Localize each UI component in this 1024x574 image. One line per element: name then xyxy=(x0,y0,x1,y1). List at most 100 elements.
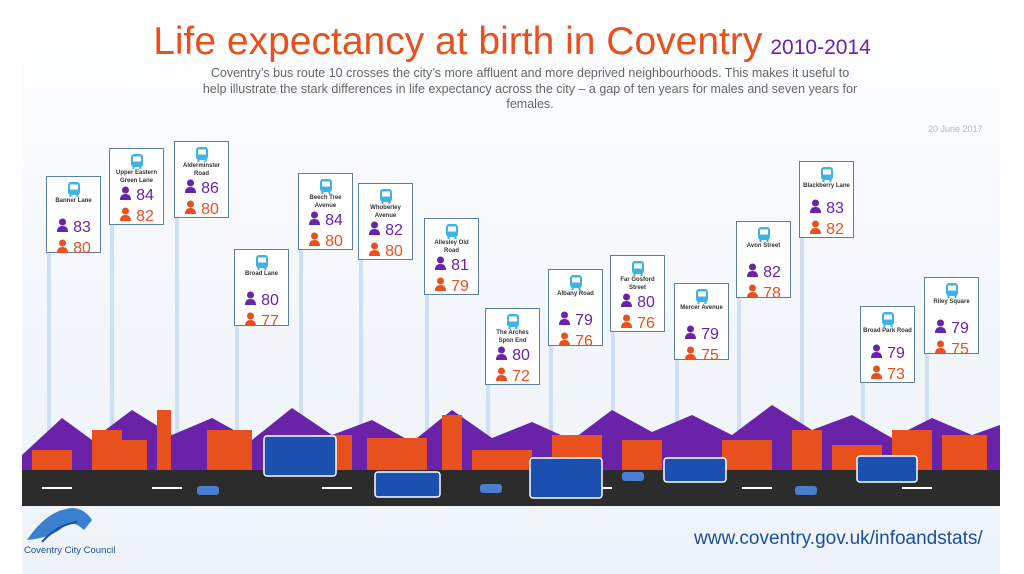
stop-name: Beech Tree Avenue xyxy=(309,195,342,209)
female-row: 84 xyxy=(299,210,352,231)
sign-pole xyxy=(235,289,239,455)
bus-stop-sign: Far Gosford Street 80 76 xyxy=(610,255,665,332)
female-value: 84 xyxy=(325,211,343,229)
publish-date: 20 June 2017 xyxy=(928,124,983,134)
female-value: 79 xyxy=(887,344,905,362)
female-icon xyxy=(56,218,69,237)
sign-pole xyxy=(611,295,615,455)
bus-icon xyxy=(425,224,478,239)
bus-icon xyxy=(47,182,100,197)
bus-icon xyxy=(861,312,914,327)
buses xyxy=(263,435,918,499)
female-icon xyxy=(244,291,257,310)
male-icon xyxy=(934,340,947,359)
female-value: 82 xyxy=(385,221,403,239)
female-row: 82 xyxy=(737,262,790,283)
male-icon xyxy=(434,277,447,296)
female-row: 86 xyxy=(175,178,228,199)
female-row: 84 xyxy=(110,185,163,206)
stop-name: Mercer Avenue xyxy=(680,305,723,311)
stop-name: Riley Square xyxy=(933,299,970,305)
female-row: 80 xyxy=(611,292,664,313)
male-icon xyxy=(368,242,381,261)
male-icon xyxy=(119,207,132,226)
bus-icon xyxy=(175,147,228,162)
bus-stop-sign: Mercer Avenue 79 75 xyxy=(674,283,729,364)
female-row: 82 xyxy=(359,220,412,241)
stop-name: Albany Road xyxy=(557,291,594,297)
bus-stop-sign: Banner Lane 83 80 xyxy=(46,176,101,257)
bus-icon xyxy=(110,154,163,169)
bus-icon xyxy=(486,314,539,329)
council-name: Coventry City Council xyxy=(24,545,116,556)
male-value: 78 xyxy=(763,284,781,302)
bus-icon xyxy=(800,167,853,182)
sign-pole xyxy=(47,216,51,455)
female-row: 80 xyxy=(235,290,288,311)
male-row: 79 xyxy=(425,276,478,297)
stop-name: Broad Lane xyxy=(244,271,278,277)
stop-name: Avon Street xyxy=(746,243,781,249)
female-row: 79 xyxy=(925,318,978,339)
male-value: 73 xyxy=(887,365,905,383)
bus-stop-sign: Whoberley Avenue 82 80 xyxy=(358,183,413,260)
subtitle: Coventry’s bus route 10 crosses the city… xyxy=(202,66,858,111)
female-row: 81 xyxy=(425,255,478,276)
male-row: 73 xyxy=(861,364,914,385)
male-value: 75 xyxy=(701,346,719,364)
female-icon xyxy=(495,346,508,365)
bus-stop-sign: Alderminster Road 86 80 xyxy=(174,141,229,218)
sign-pole xyxy=(800,201,804,455)
male-value: 80 xyxy=(73,239,91,257)
sign-pole xyxy=(425,258,429,455)
male-value: 79 xyxy=(451,277,469,295)
male-icon xyxy=(684,346,697,365)
female-icon xyxy=(934,319,947,338)
female-value: 83 xyxy=(826,199,844,217)
male-icon xyxy=(870,365,883,384)
female-value: 79 xyxy=(951,319,969,337)
male-icon xyxy=(495,367,508,386)
bus-icon xyxy=(235,255,288,270)
male-value: 82 xyxy=(826,220,844,238)
male-value: 80 xyxy=(385,242,403,260)
male-row: 72 xyxy=(486,366,539,387)
page-title: Life expectancy at birth in Coventry 2010… xyxy=(0,20,1024,64)
sign-pole xyxy=(549,309,553,455)
sign-pole xyxy=(737,261,741,455)
female-row: 79 xyxy=(549,310,602,331)
stop-name: Upper Eastern Green Lane xyxy=(115,170,157,184)
bus-icon xyxy=(549,275,602,290)
female-icon xyxy=(368,221,381,240)
male-row: 75 xyxy=(675,345,728,366)
female-icon xyxy=(809,199,822,218)
female-value: 84 xyxy=(136,186,154,204)
bus-stop-sign: Allesley Old Road 81 79 xyxy=(424,218,479,295)
cars xyxy=(197,472,817,495)
male-row: 76 xyxy=(549,331,602,352)
male-icon xyxy=(558,332,571,351)
website-link[interactable]: www.coventry.gov.uk/infoandstats/ xyxy=(694,528,983,549)
stop-name: Whoberley Avenue xyxy=(370,205,401,219)
sign-pole xyxy=(486,348,490,455)
male-icon xyxy=(56,239,69,258)
male-value: 76 xyxy=(637,314,655,332)
male-value: 77 xyxy=(261,312,279,330)
stop-name: Banner Lane xyxy=(55,198,92,204)
stop-name: Blackberry Lane xyxy=(803,183,850,189)
female-value: 80 xyxy=(261,291,279,309)
city-skyline-illustration xyxy=(22,405,1000,506)
male-row: 80 xyxy=(175,199,228,220)
sign-pole xyxy=(175,181,179,455)
male-row: 82 xyxy=(110,206,163,227)
title-text: Life expectancy at birth in Coventry xyxy=(153,20,763,63)
male-row: 78 xyxy=(737,283,790,304)
double-decker-bus xyxy=(263,435,337,477)
bus-icon xyxy=(675,289,728,304)
stop-name: Far Gosford Street xyxy=(620,277,655,291)
female-icon xyxy=(119,186,132,205)
male-value: 82 xyxy=(136,207,154,225)
bus-icon xyxy=(925,283,978,298)
female-row: 80 xyxy=(486,345,539,366)
female-icon xyxy=(870,344,883,363)
